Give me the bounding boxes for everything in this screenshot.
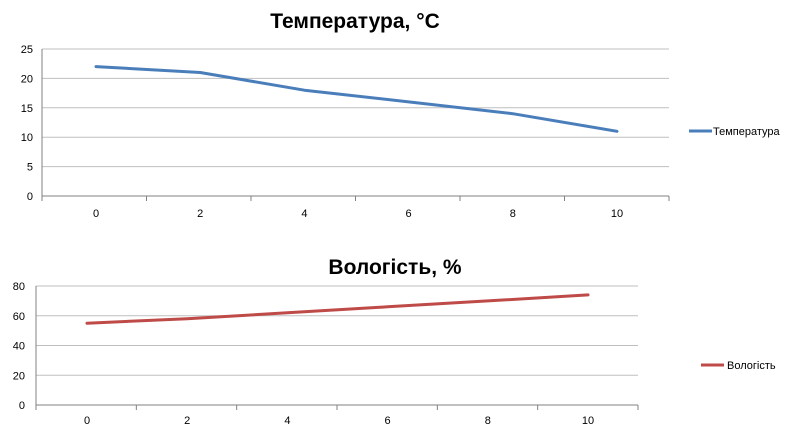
x-tick-label: 8	[510, 208, 516, 220]
x-tick-label: 4	[284, 415, 290, 427]
legend-label: Вологість	[727, 360, 776, 372]
y-tick-label: 10	[21, 132, 33, 144]
y-tick-label: 5	[27, 162, 33, 174]
series-line	[85, 293, 590, 325]
x-tick-label: 0	[84, 415, 90, 427]
x-tick-label: 4	[301, 208, 307, 220]
series-line	[94, 65, 619, 133]
y-tick-label: 40	[13, 341, 25, 353]
x-tick-label: 8	[485, 415, 491, 427]
y-tick-label: 0	[27, 191, 33, 203]
legend-label: Температура	[713, 126, 781, 138]
y-tick-label: 60	[13, 311, 25, 323]
x-tick-label: 10	[611, 208, 623, 220]
chart-title: Вологість, %	[328, 256, 461, 279]
y-tick-label: 0	[19, 400, 25, 412]
chart-title: Температура, °C	[270, 10, 440, 33]
x-tick-label: 6	[385, 415, 391, 427]
chart-legend: Вологість	[701, 360, 776, 372]
x-tick-label: 6	[406, 208, 412, 220]
x-tick-label: 2	[197, 208, 203, 220]
x-tick-label: 10	[582, 415, 594, 427]
x-tick-label: 2	[184, 415, 190, 427]
y-tick-label: 20	[13, 370, 25, 382]
y-tick-label: 15	[21, 103, 33, 115]
x-tick-label: 0	[93, 208, 99, 220]
y-tick-label: 20	[21, 73, 33, 85]
temperature-chart: Температура, °C 0 2 4 6 8 10 0 5 10 15 20 25 Темпе…	[21, 10, 781, 220]
humidity-chart: Вологість, % 0 2 4 6 8 10 0 20 40 60 80 Вологість	[13, 256, 776, 427]
y-tick-label: 80	[13, 281, 25, 293]
chart-legend: Температура	[689, 126, 781, 138]
y-tick-label: 25	[21, 44, 33, 56]
